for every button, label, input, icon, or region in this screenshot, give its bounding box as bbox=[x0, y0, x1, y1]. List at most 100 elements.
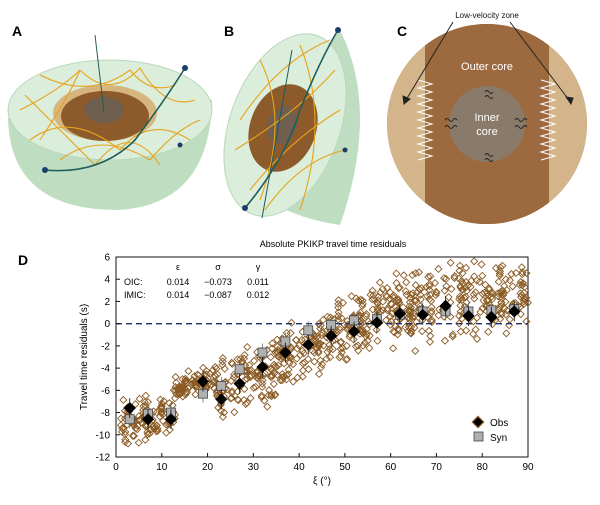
obs-cloud-point bbox=[505, 276, 514, 285]
obs-cloud-point bbox=[494, 277, 503, 286]
panel-b-rays bbox=[234, 39, 346, 211]
obs-cloud-point bbox=[360, 338, 369, 347]
obs-cloud-point bbox=[423, 292, 432, 301]
x-tick-label: 50 bbox=[339, 462, 351, 473]
obs-cloud-point bbox=[152, 427, 161, 436]
obs-cloud-point bbox=[482, 296, 491, 305]
obs-cloud-point bbox=[354, 296, 363, 305]
obs-cloud-point bbox=[440, 274, 449, 283]
obs-cloud-point bbox=[342, 341, 351, 350]
obs-cloud-point bbox=[276, 354, 285, 363]
obs-cloud-point bbox=[376, 288, 385, 297]
obs-cloud-point bbox=[485, 285, 494, 294]
obs-cloud-point bbox=[218, 412, 227, 421]
obs-cloud-point bbox=[192, 381, 201, 390]
obs-cloud-point bbox=[156, 395, 165, 404]
obs-cloud-point bbox=[522, 317, 531, 326]
obs-cloud-point bbox=[471, 288, 480, 297]
parameter-table: ε σ γ OIC: 0.014 −0.073 0.011 IMIC: 0.01… bbox=[124, 262, 269, 300]
obs-cloud-point bbox=[328, 345, 337, 354]
obs-cloud-point bbox=[456, 307, 465, 316]
obs-cloud-point bbox=[395, 298, 404, 307]
obs-cloud-point bbox=[129, 431, 138, 440]
obs-cloud-point bbox=[243, 398, 252, 407]
obs-cloud-point bbox=[273, 342, 282, 351]
obs-cloud-point bbox=[157, 408, 166, 417]
obs-cloud-point bbox=[354, 346, 363, 355]
obs-cloud-point bbox=[319, 315, 328, 324]
obs-cloud-point bbox=[478, 304, 487, 313]
obs-cloud-point bbox=[512, 268, 521, 278]
x-tick-label: 0 bbox=[113, 462, 119, 473]
obs-marker bbox=[325, 329, 338, 342]
obs-cloud-point bbox=[304, 365, 313, 374]
obs-cloud-point bbox=[133, 421, 142, 430]
obs-cloud-point bbox=[365, 331, 374, 340]
obs-cloud-point bbox=[426, 331, 435, 340]
obs-cloud-point bbox=[475, 277, 484, 286]
obs-cloud-point bbox=[399, 303, 408, 312]
obs-cloud-point bbox=[211, 362, 220, 372]
obs-marker bbox=[462, 309, 475, 322]
x-tick-label: 60 bbox=[385, 462, 397, 473]
obs-marker bbox=[508, 305, 521, 318]
obs-cloud-point bbox=[401, 287, 410, 296]
panel-c-coils bbox=[416, 79, 557, 161]
obs-cloud-point bbox=[137, 418, 146, 427]
obs-cloud-point bbox=[272, 362, 281, 371]
obs-cloud-point bbox=[462, 277, 471, 286]
x-axis-ticks: 0 10 20 30 40 50 60 70 80 90 bbox=[113, 453, 534, 473]
y-tick-label: 0 bbox=[104, 319, 110, 330]
obs-cloud-point bbox=[426, 272, 435, 281]
obs-cloud-point bbox=[455, 319, 464, 328]
obs-cloud-point bbox=[297, 335, 306, 344]
obs-cloud-point bbox=[462, 263, 471, 272]
obs-cloud-point bbox=[362, 309, 371, 319]
obs-cloud-point bbox=[446, 258, 455, 267]
panel-a-axis bbox=[94, 34, 105, 113]
obs-cloud-point bbox=[337, 314, 346, 323]
obs-cloud-point bbox=[140, 398, 149, 407]
obs-cloud-point bbox=[518, 268, 527, 277]
obs-cloud-point bbox=[386, 299, 396, 308]
obs-cloud-point bbox=[314, 347, 323, 356]
obs-cloud-point bbox=[416, 295, 425, 304]
table-cell: 0.012 bbox=[247, 290, 270, 300]
syn-marker bbox=[234, 364, 245, 375]
panel-c-inner-core bbox=[449, 86, 525, 162]
obs-cloud-point bbox=[175, 382, 184, 391]
panel-label-b: B bbox=[224, 23, 234, 39]
obs-cloud-point bbox=[299, 349, 308, 358]
obs-cloud-point bbox=[334, 308, 343, 317]
obs-cloud-point bbox=[316, 356, 325, 365]
obs-cloud-point bbox=[345, 332, 354, 341]
obs-cloud-point bbox=[508, 282, 517, 291]
obs-cloud-point bbox=[362, 324, 371, 334]
obs-cloud-point bbox=[518, 270, 527, 279]
obs-cloud-point bbox=[448, 330, 457, 339]
obs-cloud-point bbox=[191, 390, 200, 399]
y-tick-label: -2 bbox=[101, 341, 110, 352]
obs-cloud-point bbox=[472, 313, 482, 322]
table-header-sigma: σ bbox=[215, 262, 221, 272]
obs-cloud-point bbox=[410, 303, 419, 312]
y-tick-label: 6 bbox=[104, 253, 110, 264]
obs-cloud-point bbox=[519, 279, 528, 288]
obs-cloud-point bbox=[358, 296, 367, 305]
obs-cloud-point bbox=[450, 272, 459, 281]
obs-cloud-point bbox=[296, 350, 305, 359]
obs-cloud-point bbox=[239, 395, 249, 405]
obs-marker bbox=[279, 346, 292, 359]
obs-cloud-point bbox=[382, 316, 391, 325]
x-tick-label: 10 bbox=[156, 462, 168, 473]
obs-cloud-point bbox=[424, 272, 433, 281]
obs-cloud-point bbox=[394, 326, 403, 335]
obs-cloud-point bbox=[183, 388, 192, 397]
obs-cloud-point bbox=[462, 286, 471, 295]
obs-cloud-point bbox=[291, 336, 300, 345]
obs-cloud-point bbox=[394, 324, 403, 333]
obs-cloud-point bbox=[269, 379, 278, 389]
obs-cloud-point bbox=[245, 361, 254, 370]
x-tick-label: 90 bbox=[522, 462, 534, 473]
